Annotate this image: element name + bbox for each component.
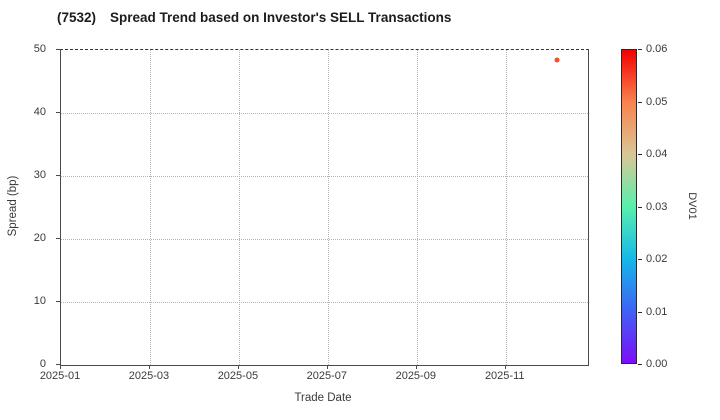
colorbar-tick-label: 0.06 <box>646 43 668 55</box>
x-tick-label: 2025-09 <box>395 370 436 382</box>
y-tick-mark <box>56 49 60 50</box>
y-tick-label: 20 <box>33 232 46 244</box>
colorbar-label: DV01 <box>686 192 698 220</box>
y-tick-label: 50 <box>33 43 46 55</box>
x-tick-label: 2025-05 <box>217 370 259 382</box>
colorbar-tick-mark <box>638 49 642 50</box>
x-tick-label: 2025-07 <box>306 370 348 382</box>
x-axis-label: Trade Date <box>294 392 352 404</box>
plot-area <box>60 49 589 366</box>
y-gridline <box>61 302 588 303</box>
colorbar-tick-mark <box>638 101 642 103</box>
y-tick-label: 30 <box>33 169 46 181</box>
chart-title-text: Spread Trend based on Investor's SELL Tr… <box>110 10 452 25</box>
x-tick-label: 2025-01 <box>39 370 81 382</box>
colorbar-tick-label: 0.00 <box>646 358 668 370</box>
colorbar-tick-label: 0.04 <box>646 148 668 160</box>
x-tick-mark <box>504 365 506 369</box>
x-gridline <box>149 50 151 365</box>
x-tick-label: 2025-11 <box>484 370 525 382</box>
colorbar-tick-label: 0.02 <box>646 253 668 265</box>
colorbar-tick-mark <box>638 259 642 260</box>
colorbar-tick-mark <box>638 364 642 365</box>
y-tick-mark <box>56 238 60 239</box>
y-tick-mark <box>56 364 60 365</box>
y-gridline <box>61 176 588 177</box>
x-gridline <box>416 50 418 365</box>
colorbar-tick-label: 0.05 <box>646 95 668 108</box>
x-tick-mark <box>237 365 239 369</box>
colorbar <box>621 49 637 364</box>
y-tick-label: 10 <box>33 295 46 307</box>
ticker-label: (7532) <box>57 10 97 25</box>
x-tick-mark <box>148 365 150 369</box>
x-gridline <box>238 50 240 365</box>
chart-title: (7532) Spread Trend based on Investor's S… <box>57 10 451 25</box>
y-axis-label: Spread (bp) <box>7 175 19 237</box>
y-tick-label: 0 <box>39 358 46 370</box>
y-gridline <box>61 239 588 240</box>
y-tick-mark <box>56 175 60 176</box>
colorbar-tick-mark <box>638 154 642 155</box>
data-point <box>554 57 560 63</box>
y-tick-mark <box>56 301 60 302</box>
colorbar-tick-mark <box>638 311 642 313</box>
colorbar-tick-label: 0.01 <box>646 305 668 318</box>
x-gridline <box>505 50 507 365</box>
colorbar-tick-label: 0.03 <box>646 200 668 213</box>
x-gridline <box>327 50 329 365</box>
y-tick-mark <box>56 112 60 113</box>
colorbar-tick-mark <box>638 206 642 208</box>
y-gridline <box>61 113 588 114</box>
y-tick-label: 40 <box>33 106 46 118</box>
x-tick-mark <box>415 365 417 369</box>
x-tick-mark <box>60 365 61 369</box>
x-tick-mark <box>326 365 328 369</box>
x-tick-label: 2025-03 <box>128 370 170 382</box>
